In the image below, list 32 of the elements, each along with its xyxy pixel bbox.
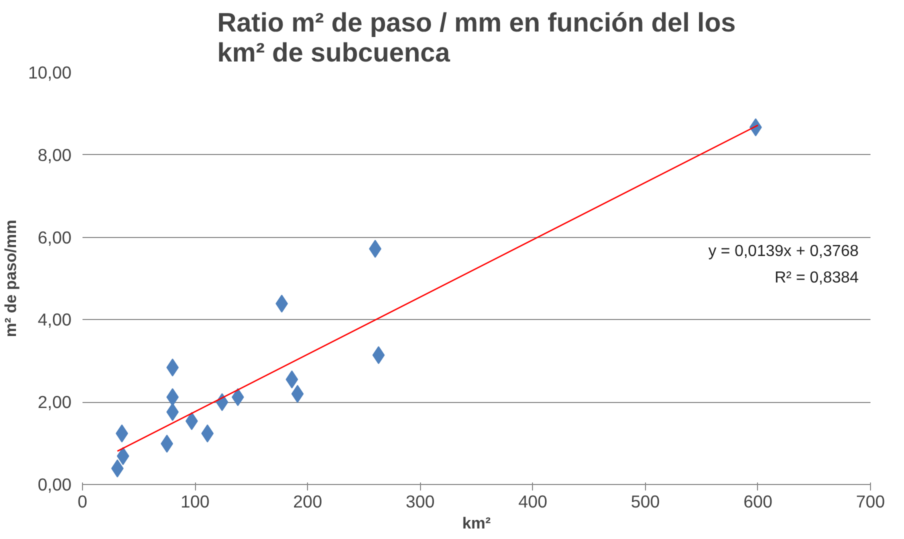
point: [166, 402, 179, 421]
x-tick-label: 600: [743, 492, 772, 512]
y-tick-label: 6,00: [38, 227, 72, 248]
x-tick-label: 100: [180, 492, 210, 512]
x-tick-label: 400: [518, 492, 548, 512]
point: [291, 384, 304, 403]
x-tick-label: 200: [293, 492, 322, 512]
annotation: R² = 0,8384: [774, 270, 859, 287]
point: [372, 346, 385, 364]
point: [166, 358, 179, 376]
point: [286, 370, 298, 388]
x-tick-label: 0: [78, 492, 88, 512]
y-tick-label: 8,00: [38, 144, 72, 165]
x-tick-label: 700: [856, 492, 885, 512]
point: [216, 393, 228, 412]
point: [166, 388, 179, 406]
point: [116, 447, 130, 466]
point: [111, 459, 124, 478]
point: [201, 424, 214, 442]
y-tick-label: 0,00: [38, 474, 72, 494]
annotation: y = 0,0139x + 0,3768: [708, 242, 859, 260]
y-tick-label: 10,00: [28, 62, 72, 82]
x-tick-label: 500: [630, 492, 660, 512]
y-tick-label: 4,00: [38, 310, 72, 330]
x-axis-title: km²: [462, 516, 491, 532]
y-tick-label: 2,00: [38, 392, 72, 412]
y-axis-title: m² de paso/mm: [3, 220, 20, 338]
point: [232, 388, 244, 406]
x-tick-label: 300: [406, 492, 435, 512]
point: [160, 434, 174, 453]
point: [116, 424, 128, 442]
chart-title: Ratio m² de paso / mm en función del los km² de subcuenca: [217, 8, 736, 68]
